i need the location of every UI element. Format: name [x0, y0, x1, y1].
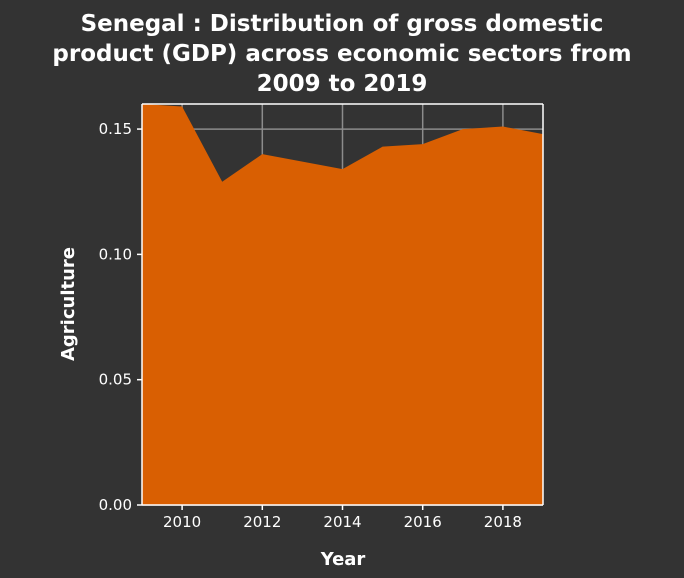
x-tick-label-0: 2010 — [163, 513, 201, 531]
x-axis-label: Year — [320, 549, 366, 570]
chart-title-line-1: Senegal : Distribution of gross domestic — [81, 11, 604, 37]
y-tick-label-1: 0.05 — [99, 371, 132, 389]
chart-title-line-2: product (GDP) across economic sectors fr… — [52, 41, 631, 67]
y-tick-label-3: 0.15 — [99, 120, 132, 138]
agriculture-area — [142, 104, 543, 505]
x-ticks: 2010 2012 2014 2016 2018 — [163, 505, 522, 531]
y-tick-label-0: 0.00 — [99, 496, 132, 514]
x-tick-label-1: 2012 — [243, 513, 281, 531]
chart-title-line-3: 2009 to 2019 — [257, 71, 428, 97]
chart-title: Senegal : Distribution of gross domestic… — [52, 11, 631, 97]
x-tick-label-2: 2014 — [323, 513, 361, 531]
y-ticks: 0.00 0.05 0.10 0.15 — [99, 120, 142, 514]
x-tick-label-4: 2018 — [484, 513, 522, 531]
y-tick-label-2: 0.10 — [99, 245, 132, 263]
y-axis-label: Agriculture — [58, 247, 79, 361]
x-tick-label-3: 2016 — [404, 513, 442, 531]
